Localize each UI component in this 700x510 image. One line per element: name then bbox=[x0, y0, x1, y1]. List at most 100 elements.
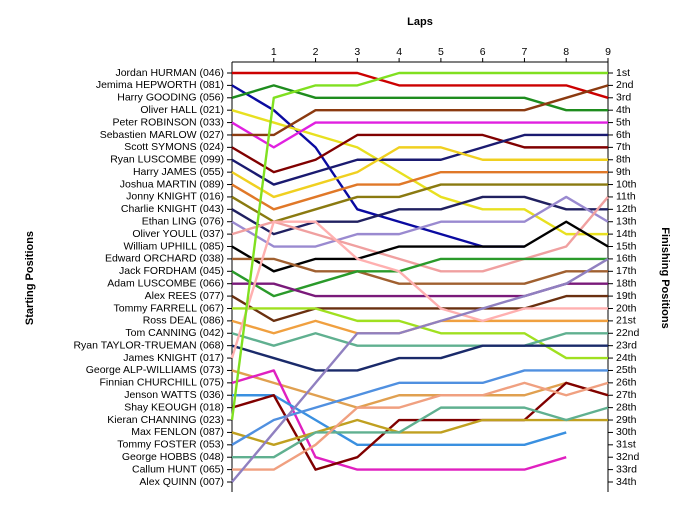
driver-line bbox=[232, 84, 609, 137]
y-axis-label: Starting Positions bbox=[24, 231, 36, 325]
driver-label: Ethan LING (076) bbox=[142, 216, 224, 228]
driver-line bbox=[231, 121, 608, 149]
driver-label: James KNIGHT (017) bbox=[123, 352, 224, 364]
driver-label: Shay KEOUGH (018) bbox=[124, 401, 224, 413]
driver-line bbox=[231, 332, 608, 347]
y2-tick-label: 20th bbox=[616, 302, 637, 314]
driver-line bbox=[231, 109, 608, 236]
y2-tick-label: 28th bbox=[616, 401, 637, 413]
driver-label: Ross DEAL (086) bbox=[143, 315, 224, 327]
driver-label: Oliver YOULL (037) bbox=[132, 228, 224, 240]
y2-tick-label: 5th bbox=[616, 116, 631, 128]
x-tick-label: 6 bbox=[480, 46, 486, 58]
driver-line bbox=[230, 220, 608, 359]
driver-line bbox=[231, 369, 608, 446]
y2-tick-label: 22nd bbox=[616, 327, 640, 339]
y2-tick-label: 10th bbox=[616, 178, 637, 190]
driver-label: Jonny KNIGHT (016) bbox=[126, 191, 224, 203]
driver-line bbox=[231, 418, 608, 447]
y2-tick-label: 13th bbox=[616, 216, 637, 228]
y2-tick-label: 31st bbox=[616, 439, 636, 451]
y2-tick-label: 33rd bbox=[616, 463, 637, 475]
y2-tick-label: 9th bbox=[616, 166, 631, 178]
x-tick-label: 1 bbox=[271, 46, 277, 58]
driver-line bbox=[232, 406, 609, 459]
driver-line bbox=[232, 257, 608, 285]
driver-label: George ALP-WILLIAMS (073) bbox=[86, 364, 224, 376]
y2-tick-label: 27th bbox=[616, 389, 637, 401]
y2-tick-label: 6th bbox=[616, 129, 631, 141]
y2-tick-label: 7th bbox=[616, 141, 631, 153]
driver-label: Edward ORCHARD (038) bbox=[105, 253, 224, 265]
driver-line bbox=[230, 71, 608, 421]
y2-tick-label: 29th bbox=[616, 414, 637, 426]
y2-tick-label: 11th bbox=[616, 191, 636, 203]
y2-tick-label: 14th bbox=[616, 228, 637, 240]
driver-label: Alex REES (077) bbox=[145, 290, 224, 302]
driver-label: Harry GOODING (056) bbox=[117, 92, 224, 104]
driver-line bbox=[231, 170, 608, 211]
driver-line bbox=[231, 369, 567, 471]
y2-tick-label: 32nd bbox=[616, 451, 640, 463]
driver-line bbox=[231, 133, 608, 186]
driver-label: Jenson WATTS (036) bbox=[124, 389, 224, 401]
y2-tick-label: 16th bbox=[616, 253, 637, 265]
driver-line bbox=[231, 146, 608, 199]
driver-label: Ryan LUSCOMBE (099) bbox=[110, 154, 224, 166]
y2-tick-label: 8th bbox=[616, 154, 631, 166]
driver-line bbox=[231, 257, 609, 483]
y2-tick-label: 15th bbox=[616, 240, 637, 252]
x-tick-label: 4 bbox=[396, 46, 402, 58]
y2-tick-label: 30th bbox=[616, 426, 637, 438]
driver-label: Max FENLON (087) bbox=[131, 426, 224, 438]
y2-tick-label: 34th bbox=[616, 476, 637, 488]
y2-tick-label: 3rd bbox=[616, 92, 631, 104]
y2-tick-label: 25th bbox=[616, 364, 637, 376]
x-tick-label: 2 bbox=[313, 46, 319, 58]
driver-label: Ryan TAYLOR-TRUEMAN (068) bbox=[73, 339, 224, 351]
driver-label: Callum HUNT (065) bbox=[132, 463, 224, 475]
driver-line bbox=[232, 71, 609, 99]
driver-label: Jordan HURMAN (046) bbox=[115, 67, 224, 79]
y2-tick-label: 19th bbox=[616, 290, 637, 302]
x-tick-label: 7 bbox=[522, 46, 528, 58]
y2-tick-label: 23rd bbox=[616, 339, 637, 351]
driver-label: Scott SYMONS (024) bbox=[124, 141, 224, 153]
driver-label: George HOBBS (048) bbox=[122, 451, 224, 463]
x-tick-label: 9 bbox=[605, 46, 611, 58]
driver-label: Kieran CHANNING (023) bbox=[107, 414, 224, 426]
y2-tick-label: 24th bbox=[616, 352, 637, 364]
x-axis-label: Laps bbox=[407, 16, 433, 28]
driver-line bbox=[231, 196, 609, 273]
driver-label: Charlie KNIGHT (043) bbox=[121, 203, 224, 215]
y2-tick-label: 2nd bbox=[616, 79, 634, 91]
driver-label: Jack FORDHAM (045) bbox=[119, 265, 224, 277]
driver-line bbox=[231, 84, 608, 112]
y2-tick-label: 26th bbox=[616, 377, 637, 389]
driver-line bbox=[231, 294, 608, 323]
driver-label: Sebastien MARLOW (027) bbox=[100, 129, 224, 141]
driver-label: Tom CANNING (042) bbox=[125, 327, 224, 339]
driver-line bbox=[232, 394, 567, 447]
driver-label: Jemima HEPWORTH (081) bbox=[96, 79, 224, 91]
driver-label: Joshua MARTIN (089) bbox=[120, 178, 224, 190]
x-tick-label: 8 bbox=[563, 46, 569, 58]
driver-label: Tommy FOSTER (053) bbox=[117, 439, 224, 451]
driver-label: Adam LUSCOMBE (066) bbox=[107, 277, 224, 289]
driver-line bbox=[231, 195, 609, 248]
y2-tick-label: 21st bbox=[616, 315, 636, 327]
y2-tick-label: 4th bbox=[616, 104, 631, 116]
driver-label: Peter ROBINSON (033) bbox=[113, 116, 224, 128]
driver-line bbox=[231, 133, 608, 174]
y2-tick-label: 1st bbox=[616, 67, 630, 79]
driver-label: Oliver HALL (021) bbox=[140, 104, 224, 116]
driver-line bbox=[231, 344, 608, 372]
driver-label: Finnian CHURCHILL (075) bbox=[100, 377, 225, 389]
driver-line bbox=[232, 381, 609, 471]
driver-label: William UPHILL (085) bbox=[123, 240, 224, 252]
driver-line bbox=[231, 183, 608, 223]
driver-label: Harry JAMES (055) bbox=[133, 166, 224, 178]
driver-label: Alex QUINN (007) bbox=[139, 476, 224, 488]
y2-tick-label: 17th bbox=[616, 265, 637, 277]
